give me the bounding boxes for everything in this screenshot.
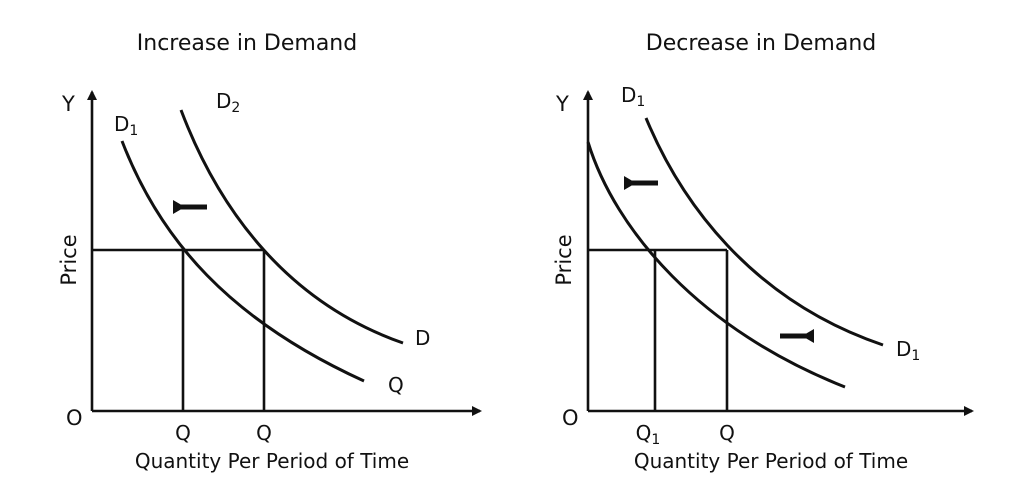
d1-end-label: D1 xyxy=(896,337,920,364)
panel-title: Decrease in Demand xyxy=(646,31,876,56)
y-axis-label: Y xyxy=(61,92,75,116)
price-label: Price xyxy=(57,234,81,285)
origin-label: O xyxy=(562,406,579,430)
y-axis-label: Y xyxy=(555,92,569,116)
quantity-label: Quantity Per Period of Time xyxy=(135,449,409,473)
decrease-in-demand-panel: Decrease in Demand Y O Price Quantity Pe… xyxy=(552,31,974,473)
demand-curve-d1 xyxy=(120,140,365,383)
quantity-label: Quantity Per Period of Time xyxy=(634,449,908,473)
price-label: Price xyxy=(552,234,576,285)
d1-top-label: D1 xyxy=(621,83,645,110)
demand-curve-d2 xyxy=(179,109,404,345)
d1-label: D1 xyxy=(114,112,138,139)
x-tick-q: Q xyxy=(175,421,191,445)
panel-title: Increase in Demand xyxy=(137,31,357,56)
increase-in-demand-panel: Increase in Demand Y O Price Quantity Pe… xyxy=(57,31,482,473)
d2-label: D2 xyxy=(216,89,240,116)
q-end-label: Q xyxy=(388,373,404,397)
x-tick-q: Q xyxy=(719,421,735,445)
x-tick-q: Q xyxy=(256,421,272,445)
d-end-label: D xyxy=(415,326,430,350)
demand-curve-new xyxy=(586,141,846,389)
demand-curve-d1 xyxy=(644,117,884,347)
x-tick-q1: Q1 xyxy=(636,421,661,448)
origin-label: O xyxy=(66,406,83,430)
